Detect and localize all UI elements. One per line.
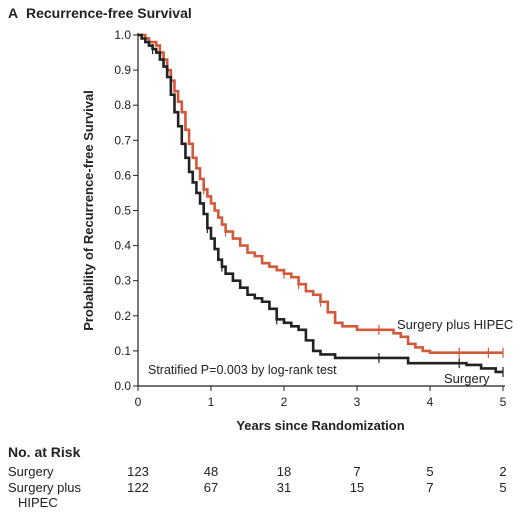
y-tick-label: 0.0 [114,379,131,393]
y-axis-label: Probability of Recurrence-free Survival [81,90,96,331]
x-tick-label: 5 [500,395,507,409]
risk-value: 122 [127,480,149,495]
y-tick-label: 0.8 [114,98,131,112]
risk-value: 18 [276,464,292,479]
x-tick-label: 3 [354,395,361,409]
risk-value: 5 [426,464,434,479]
risk-value: 31 [276,480,292,495]
risk-value: 2 [499,464,507,479]
survival-chart: A Recurrence-free Survival 0.0 0.1 0.2 0.3 0.4… [8,5,513,430]
series-line-0 [138,33,503,354]
series-line-1 [138,33,503,374]
risk-value: 123 [127,464,149,479]
panel-letter: A [8,5,18,21]
y-tick-label: 0.2 [114,309,131,323]
y-tick-label: 0.3 [114,274,131,288]
y-tick-label: 0.5 [114,204,131,218]
risk-row-label-hipec-line1: Surgery plus [8,480,81,495]
x-tick-label: 4 [427,395,434,409]
risk-row-label-surgery-line1: Surgery [8,464,54,479]
y-tick-label: 1.0 [114,28,131,42]
risk-value: 7 [426,480,434,495]
y-tick-label: 0.4 [114,239,131,253]
x-tick-label: 2 [281,395,288,409]
risk-value: 48 [203,464,219,479]
risk-value: 67 [203,480,219,495]
x-tick-label: 1 [208,395,215,409]
x-axis-label: Years since Randomization [236,418,404,430]
p-value-annotation: Stratified P=0.003 by log-rank test [148,363,337,377]
risk-value: 7 [353,464,361,479]
risk-table-title: No. at Risk [8,444,81,460]
risk-row-label-hipec: Surgery plus HIPEC [8,480,81,510]
risk-row-label-hipec-line2: HIPEC [18,495,58,510]
y-tick-label: 0.1 [114,344,131,358]
series-label-hipec: Surgery plus HIPEC [397,317,513,332]
y-tick-label: 0.6 [114,168,131,182]
risk-value: 5 [499,480,507,495]
risk-row-label-surgery: Surgery [8,464,54,479]
series-label-surgery: Surgery [444,371,490,386]
x-tick-label: 0 [135,395,142,409]
risk-value: 15 [349,480,365,495]
y-tick-label: 0.9 [114,63,131,77]
y-tick-label: 0.7 [114,133,131,147]
chart-title: Recurrence-free Survival [26,5,192,21]
